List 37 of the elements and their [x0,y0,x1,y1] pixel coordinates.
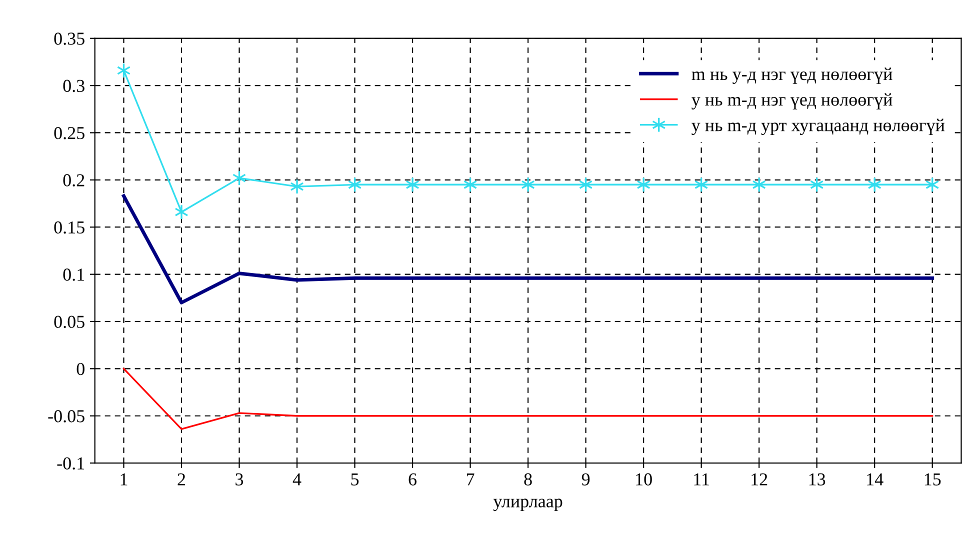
legend-label: y нь m-д нэг үед нөлөөгүй [692,93,892,110]
point [406,176,420,192]
x-tick-label: 3 [236,473,244,486]
y-tick-label: 0.35 [54,32,84,45]
x-tick-label: 6 [408,473,417,486]
x-tick-label: 7 [466,473,474,486]
point [752,176,766,192]
x-tick-label: 15 [924,473,941,486]
y-tick-label: 0.2 [63,174,84,186]
x-tick-label: 13 [809,473,826,486]
x-tick-label: 2 [178,473,186,486]
legend-label: y нь m-д урт хугацаанд нөлөөгүй [692,118,945,136]
y-tick-label: -0.05 [48,410,84,422]
x-tick-label: 9 [582,473,590,486]
line-series [122,368,934,430]
x-axis-title: улирлаар [493,498,562,512]
y-tick-label: 0.05 [54,316,84,328]
x-tick-label: 4 [292,473,302,486]
x-tick-label: 8 [524,473,532,486]
x-tick-label: 12 [752,473,768,486]
point [521,176,535,192]
point [174,204,188,220]
y-tick-label: 0 [76,362,84,376]
legend-label: m нь y-д нэг үед нөлөөгүй [692,68,892,84]
y-tick-label: 0.3 [63,80,84,92]
y-tick-label: 0.25 [54,126,84,140]
line-series [122,194,934,304]
y-tick-label: 0.1 [63,268,84,281]
y-tick-label: -0.1 [57,457,84,470]
x-tick-label: 1 [120,473,128,486]
x-tick-label: 14 [867,473,884,486]
y-tick-label: 0.15 [54,221,84,234]
point [290,178,304,194]
x-tick-label: 10 [636,473,652,486]
x-tick-label: 11 [694,473,709,486]
point [636,176,650,192]
x-tick-label: 5 [351,473,359,486]
